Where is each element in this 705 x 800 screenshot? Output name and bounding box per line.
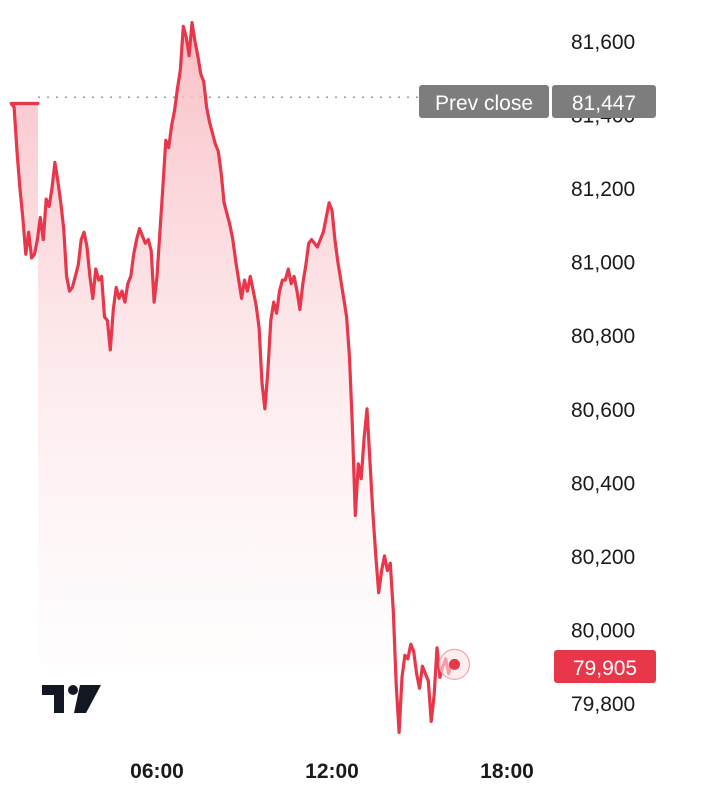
y-tick-label: 79,800	[571, 693, 635, 716]
x-tick-label: 18:00	[480, 760, 534, 783]
x-tick-label: 06:00	[130, 760, 184, 783]
y-tick-label: 80,000	[571, 619, 635, 642]
y-tick-label: 81,600	[571, 31, 635, 54]
last-price-marker	[438, 648, 471, 680]
y-axis: 81,60081,40081,20081,00080,80080,60080,4…	[571, 31, 635, 716]
y-tick-label: 81,200	[571, 178, 635, 201]
y-tick-label: 80,400	[571, 472, 635, 495]
prev-close-label: Prev close	[435, 92, 533, 115]
y-tick-label: 80,200	[571, 546, 635, 569]
x-tick-label: 12:00	[305, 760, 359, 783]
tradingview-logo-icon	[42, 685, 101, 713]
price-line	[9, 21, 457, 734]
prev-close-badge: Prev close 81,447	[419, 85, 656, 118]
last-value-label: 79,905	[573, 657, 637, 680]
last-value-badge: 79,905	[554, 650, 656, 683]
y-tick-label: 80,600	[571, 399, 635, 422]
price-area-fill	[11, 22, 455, 741]
prev-close-value: 81,447	[572, 92, 636, 115]
y-tick-label: 81,000	[571, 252, 635, 275]
x-axis: 06:00 12:00 18:00	[130, 760, 534, 783]
y-tick-label: 80,800	[571, 325, 635, 348]
